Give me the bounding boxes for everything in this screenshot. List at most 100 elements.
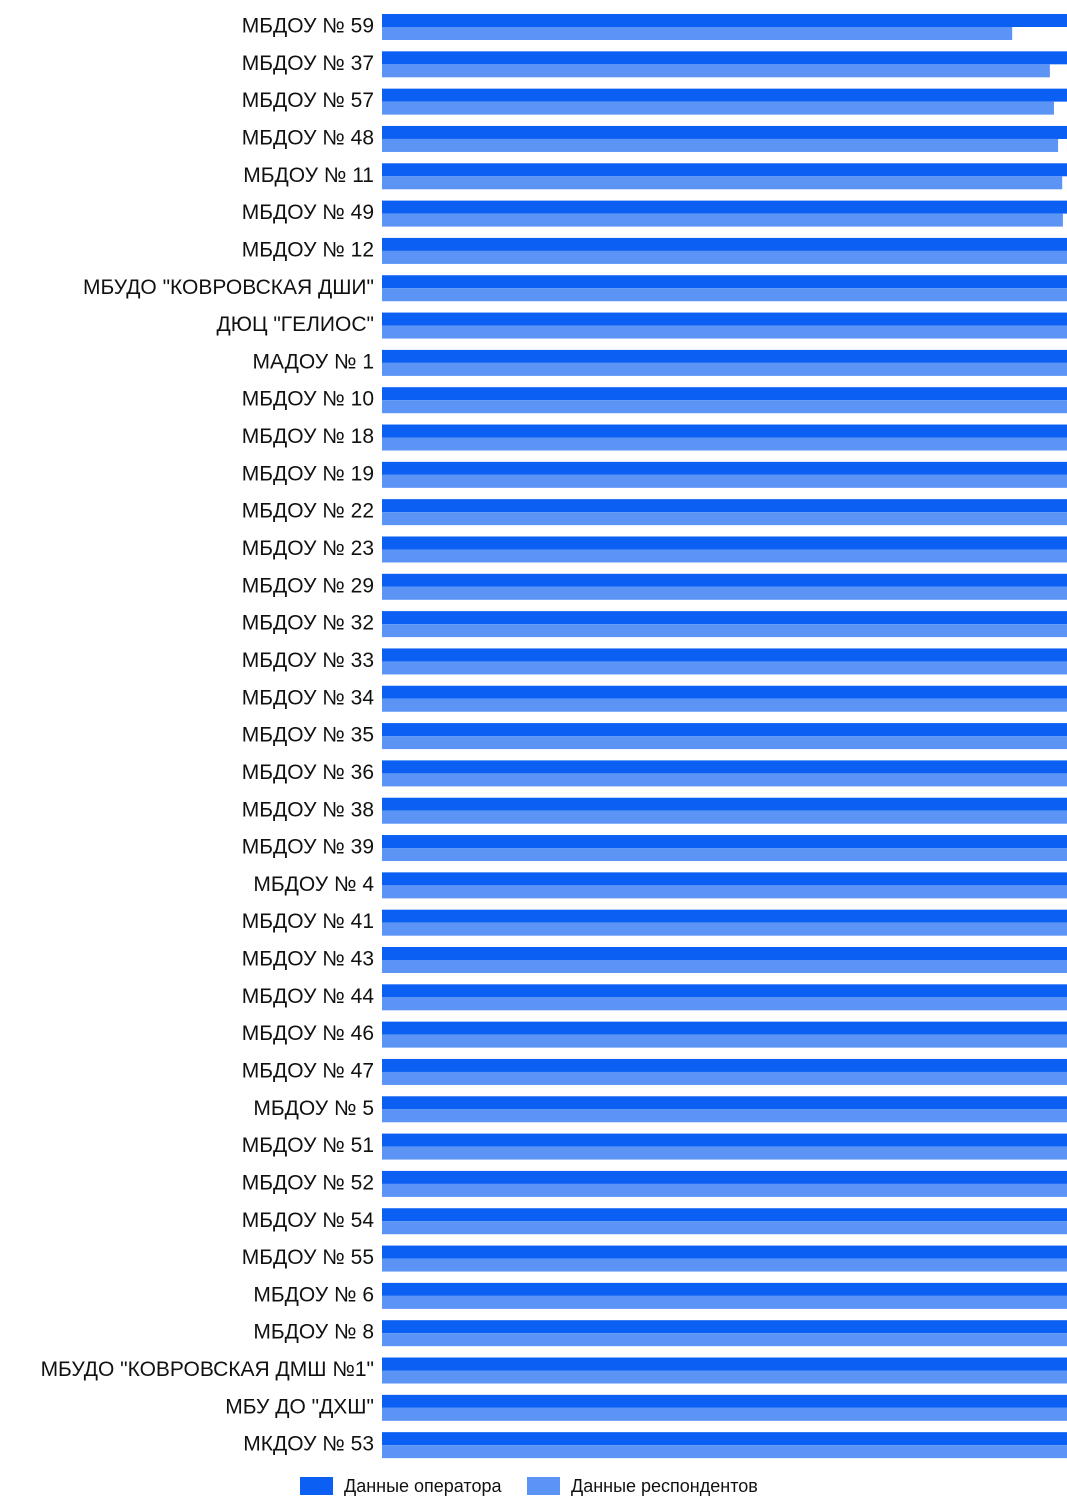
bar bbox=[382, 573, 1067, 587]
bar bbox=[382, 1258, 1067, 1272]
bar bbox=[382, 947, 1067, 960]
bar bbox=[382, 424, 1067, 438]
y-tick-label: МБДОУ № 10 bbox=[242, 388, 374, 411]
bar bbox=[382, 288, 1067, 302]
y-tick-label: МБДОУ № 39 bbox=[242, 836, 374, 859]
y-tick-label: МБДОУ № 11 bbox=[243, 164, 374, 187]
y-tick-label: МБУДО "КОВРОВСКАЯ ДШИ" bbox=[83, 276, 374, 299]
bar bbox=[382, 474, 1067, 488]
bar bbox=[382, 1109, 1067, 1123]
y-tick-label: МБДОУ № 12 bbox=[242, 238, 374, 261]
y-tick-label: МБДОУ № 54 bbox=[242, 1209, 375, 1232]
bar bbox=[382, 250, 1067, 264]
bar bbox=[382, 984, 1067, 998]
legend-label: Данные оператора bbox=[344, 1476, 502, 1496]
bar bbox=[382, 213, 1063, 227]
y-tick-label: МБДОУ № 48 bbox=[242, 127, 374, 150]
y-tick-label: МБДОУ № 29 bbox=[242, 574, 374, 597]
bar bbox=[382, 1034, 1067, 1048]
y-tick-label: МБДОУ № 59 bbox=[242, 15, 374, 38]
bar bbox=[382, 1445, 1067, 1459]
y-tick-label: МБДОУ № 33 bbox=[242, 649, 374, 672]
bar bbox=[382, 1071, 1067, 1085]
bar bbox=[382, 387, 1067, 401]
bar bbox=[382, 400, 1067, 414]
bar bbox=[382, 611, 1067, 625]
y-tick-label: МБДОУ № 47 bbox=[242, 1060, 374, 1083]
y-tick-label: МБДОУ № 49 bbox=[242, 201, 374, 224]
y-tick-label: МБДОУ № 44 bbox=[242, 985, 375, 1008]
bar bbox=[382, 922, 1067, 936]
y-tick-label: МБДОУ № 55 bbox=[242, 1246, 374, 1269]
legend-swatch bbox=[527, 1477, 560, 1495]
y-tick-label: МБДОУ № 5 bbox=[253, 1097, 374, 1120]
bar bbox=[382, 138, 1059, 152]
bar bbox=[382, 1208, 1067, 1222]
y-tick-label: МБДОУ № 37 bbox=[242, 52, 374, 75]
bar bbox=[382, 14, 1067, 27]
y-tick-label: МБДОУ № 8 bbox=[253, 1321, 374, 1344]
bar bbox=[382, 1394, 1067, 1408]
bar bbox=[382, 88, 1067, 102]
y-tick-label: МБДОУ № 41 bbox=[242, 910, 374, 933]
bar bbox=[382, 848, 1067, 862]
bar bbox=[382, 163, 1067, 177]
y-tick-label: МБДОУ № 18 bbox=[242, 425, 374, 448]
bar bbox=[382, 275, 1067, 289]
bar bbox=[382, 536, 1067, 550]
bar bbox=[382, 773, 1067, 787]
y-tick-label: МБДОУ № 51 bbox=[242, 1134, 374, 1157]
bar bbox=[382, 1021, 1067, 1035]
bar bbox=[382, 1146, 1067, 1160]
y-tick-label: МБДОУ № 36 bbox=[242, 761, 374, 784]
y-tick-label: МБДОУ № 43 bbox=[242, 948, 374, 971]
bar bbox=[382, 1357, 1067, 1371]
bar bbox=[382, 1170, 1067, 1184]
y-tick-label: МБДОУ № 6 bbox=[253, 1283, 374, 1306]
y-tick-label: МАДОУ № 1 bbox=[252, 350, 374, 373]
bar bbox=[382, 349, 1067, 363]
bar bbox=[382, 549, 1067, 563]
y-tick-label: МБУДО "КОВРОВСКАЯ ДМШ №1" bbox=[41, 1358, 374, 1381]
bar bbox=[382, 997, 1067, 1011]
y-tick-label: МБДОУ № 52 bbox=[242, 1171, 374, 1194]
bar bbox=[382, 648, 1067, 662]
bar bbox=[382, 698, 1067, 712]
y-tick-label: ДЮЦ "ГЕЛИОС" bbox=[217, 313, 374, 336]
bar bbox=[382, 624, 1067, 638]
bar bbox=[382, 101, 1054, 115]
bar bbox=[382, 723, 1067, 737]
bar bbox=[382, 760, 1067, 774]
bar bbox=[382, 1320, 1067, 1334]
y-tick-label: МБДОУ № 38 bbox=[242, 798, 374, 821]
bar bbox=[382, 1221, 1067, 1235]
bar bbox=[382, 797, 1067, 811]
bar bbox=[382, 1333, 1067, 1347]
y-tick-label: МБДОУ № 34 bbox=[242, 686, 375, 709]
bar bbox=[382, 51, 1067, 65]
y-tick-label: МБУ ДО "ДХШ" bbox=[225, 1395, 374, 1418]
bar bbox=[382, 437, 1067, 451]
y-tick-label: МБДОУ № 46 bbox=[242, 1022, 374, 1045]
bar bbox=[382, 909, 1067, 923]
y-tick-label: МБДОУ № 32 bbox=[242, 612, 374, 635]
bar bbox=[382, 1407, 1067, 1421]
bar bbox=[382, 736, 1067, 750]
bar bbox=[382, 362, 1067, 376]
bar bbox=[382, 835, 1067, 849]
bar bbox=[382, 1295, 1067, 1309]
bar bbox=[382, 1096, 1067, 1110]
bar bbox=[382, 1183, 1067, 1197]
bar bbox=[382, 237, 1067, 251]
bar bbox=[382, 461, 1067, 475]
legend-swatch bbox=[300, 1477, 333, 1495]
bar bbox=[382, 27, 1013, 40]
bar bbox=[382, 176, 1063, 190]
bar bbox=[382, 1370, 1067, 1384]
y-tick-label: МКДОУ № 53 bbox=[243, 1433, 374, 1456]
y-tick-label: МБДОУ № 23 bbox=[242, 537, 374, 560]
bar bbox=[382, 885, 1067, 899]
bar bbox=[382, 325, 1067, 339]
bar bbox=[382, 512, 1067, 526]
